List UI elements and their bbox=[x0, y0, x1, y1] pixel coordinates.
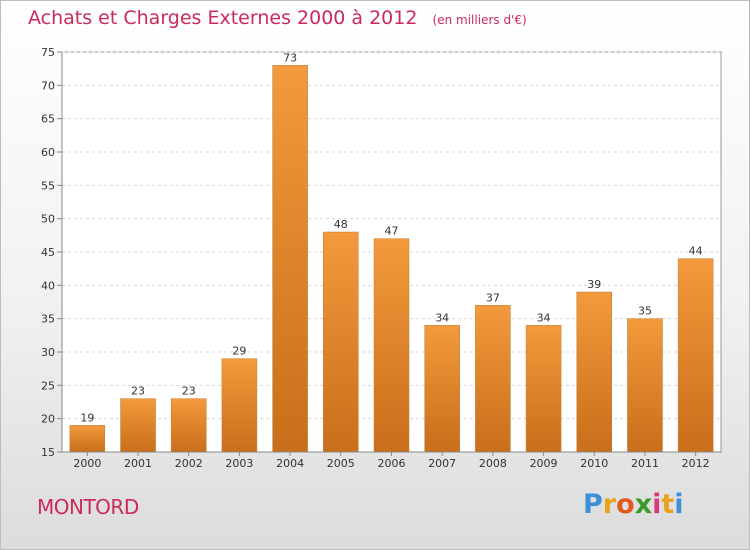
data-label-2002: 23 bbox=[182, 385, 196, 398]
bar-2008 bbox=[475, 305, 511, 453]
bar-2007 bbox=[424, 325, 460, 453]
logo-letter: t bbox=[661, 489, 675, 520]
data-label-2012: 44 bbox=[689, 245, 703, 258]
y-tick-label: 15 bbox=[41, 446, 55, 459]
x-tick-label-2003: 2003 bbox=[225, 457, 253, 470]
y-tick-label: 70 bbox=[41, 79, 55, 92]
x-tick-label-2002: 2002 bbox=[175, 457, 203, 470]
y-tick-label: 35 bbox=[41, 313, 55, 326]
data-label-2008: 37 bbox=[486, 291, 500, 304]
y-tick-label: 20 bbox=[41, 413, 55, 426]
chart-subtitle: (en milliers d'€) bbox=[432, 13, 527, 27]
logo-letter: i bbox=[652, 489, 662, 520]
data-label-2004: 73 bbox=[283, 51, 297, 64]
x-tick-label-2012: 2012 bbox=[682, 457, 710, 470]
chart-title-block: Achats et Charges Externes 2000 à 2012 (… bbox=[28, 7, 527, 29]
x-tick-label-2006: 2006 bbox=[378, 457, 406, 470]
bar-2009 bbox=[525, 325, 562, 453]
x-tick-label-2004: 2004 bbox=[276, 457, 304, 470]
y-tick-label: 60 bbox=[41, 146, 55, 159]
logo-letter: P bbox=[583, 489, 603, 520]
data-label-2009: 34 bbox=[537, 311, 551, 324]
logo-letter: x bbox=[634, 489, 653, 520]
bar-2000 bbox=[69, 425, 106, 453]
data-label-2010: 39 bbox=[587, 278, 601, 291]
y-tick-label: 75 bbox=[41, 46, 55, 59]
bar-2012 bbox=[677, 258, 714, 453]
x-tick-label-2011: 2011 bbox=[631, 457, 659, 470]
y-tick-label: 45 bbox=[41, 246, 55, 259]
data-label-2001: 23 bbox=[131, 385, 145, 398]
data-label-2000: 19 bbox=[80, 411, 94, 424]
bar-2005 bbox=[323, 231, 359, 453]
y-tick-label: 25 bbox=[41, 379, 55, 392]
x-tick-label-2001: 2001 bbox=[124, 457, 152, 470]
y-tick-label: 50 bbox=[41, 213, 55, 226]
data-label-2005: 48 bbox=[334, 218, 348, 231]
bar-2006 bbox=[373, 238, 410, 453]
x-tick-label-2000: 2000 bbox=[73, 457, 101, 470]
y-tick-label: 65 bbox=[41, 113, 55, 126]
data-label-2011: 35 bbox=[638, 305, 652, 318]
bar-2002 bbox=[170, 398, 207, 453]
x-tick-label-2007: 2007 bbox=[428, 457, 456, 470]
x-tick-label-2009: 2009 bbox=[530, 457, 558, 470]
location-name: MONTORD bbox=[37, 495, 139, 519]
logo-letter: r bbox=[602, 489, 617, 520]
chart-title: Achats et Charges Externes 2000 à 2012 bbox=[28, 7, 418, 29]
logo-letter: o bbox=[616, 489, 635, 520]
x-tick-label-2005: 2005 bbox=[327, 457, 355, 470]
bar-2011 bbox=[627, 318, 663, 453]
bar-2003 bbox=[221, 358, 258, 453]
data-label-2003: 29 bbox=[232, 345, 246, 358]
x-tick-label-2010: 2010 bbox=[580, 457, 608, 470]
logo-letter: i bbox=[674, 489, 684, 520]
y-tick-label: 40 bbox=[41, 279, 55, 292]
data-label-2007: 34 bbox=[435, 311, 449, 324]
bar-2001 bbox=[120, 398, 156, 453]
bar-2004 bbox=[272, 65, 308, 453]
x-tick-label-2008: 2008 bbox=[479, 457, 507, 470]
proxiti-logo: Proxiti bbox=[583, 489, 684, 520]
bar-2010 bbox=[576, 291, 613, 453]
y-tick-label: 30 bbox=[41, 346, 55, 359]
y-tick-label: 55 bbox=[41, 179, 55, 192]
data-label-2006: 47 bbox=[385, 225, 399, 238]
